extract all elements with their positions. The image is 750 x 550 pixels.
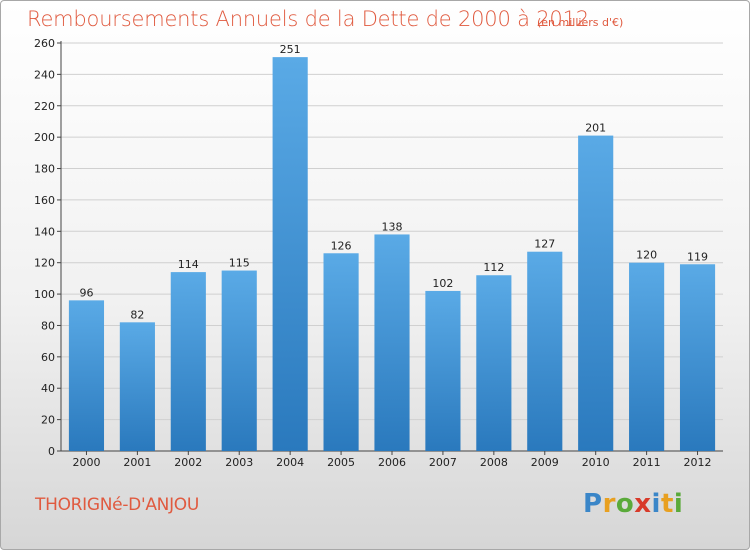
logo-letter: x: [634, 489, 652, 519]
bar: [476, 275, 512, 451]
bar: [679, 264, 716, 451]
bar: [578, 135, 614, 452]
x-tick-label: 2004: [276, 456, 304, 469]
x-tick-label: 2000: [72, 456, 100, 469]
logo-letter: o: [615, 489, 635, 519]
data-label: 114: [178, 258, 199, 271]
y-tick-label: 240: [34, 68, 55, 81]
bar: [374, 234, 410, 451]
data-label: 96: [79, 286, 93, 299]
bar: [221, 270, 257, 451]
logo-letter: t: [660, 489, 674, 519]
data-label: 112: [483, 261, 504, 274]
y-tick-label: 180: [34, 163, 55, 176]
y-tick-label: 140: [34, 225, 55, 238]
bar: [119, 322, 155, 451]
y-tick-label: 80: [41, 319, 55, 332]
data-label: 115: [229, 257, 250, 270]
place-name: THORIGNé-D'ANJOU: [35, 495, 200, 515]
y-tick-label: 260: [34, 37, 55, 50]
y-tick-label: 220: [34, 100, 55, 113]
bar-chart: 0 20 40 60 80 100 120 140 160 180 200 220 240 260 96 20…: [34, 37, 723, 469]
y-tick-label: 0: [48, 445, 55, 458]
x-tick-label: 2012: [684, 456, 712, 469]
bar: [527, 251, 563, 451]
chart-title: Remboursements Annuels de la Dette de 20…: [27, 7, 589, 31]
y-tick-label: 120: [34, 257, 55, 270]
logo-letter: i: [673, 489, 684, 519]
logo-letter: i: [651, 489, 661, 519]
y-tick-label: 200: [34, 131, 55, 144]
data-label: 127: [534, 238, 555, 251]
x-tick-label: 2002: [174, 456, 202, 469]
x-tick-label: 2001: [123, 456, 151, 469]
x-tick-label: 2003: [225, 456, 253, 469]
y-tick-label: 40: [41, 382, 55, 395]
x-tick-label: 2008: [480, 456, 508, 469]
x-tick-label: 2005: [327, 456, 355, 469]
y-tick-label: 100: [34, 288, 55, 301]
data-label: 120: [636, 249, 657, 262]
bar: [323, 253, 359, 451]
bar: [629, 262, 665, 451]
chart-subtitle: (en milliers d'€): [537, 16, 624, 29]
x-tick-label: 2011: [633, 456, 661, 469]
y-tick-label: 60: [41, 351, 55, 364]
proxiti-logo: Proxiti: [583, 489, 683, 519]
logo-letter: P: [583, 489, 603, 519]
bar: [170, 272, 206, 451]
x-tick-label: 2007: [429, 456, 457, 469]
bar: [425, 290, 461, 451]
logo-letter: r: [602, 489, 616, 519]
bar: [272, 57, 308, 451]
data-label: 201: [585, 122, 606, 135]
y-tick-label: 160: [34, 194, 55, 207]
data-label: 82: [130, 308, 144, 321]
x-tick-label: 2009: [531, 456, 559, 469]
data-label: 119: [687, 250, 708, 263]
y-tick-label: 20: [41, 414, 55, 427]
data-label: 102: [432, 277, 453, 290]
data-label: 251: [280, 43, 301, 56]
x-tick-label: 2006: [378, 456, 406, 469]
data-label: 126: [331, 239, 352, 252]
bar: [68, 300, 105, 451]
data-label: 138: [382, 220, 403, 233]
x-tick-label: 2010: [582, 456, 610, 469]
